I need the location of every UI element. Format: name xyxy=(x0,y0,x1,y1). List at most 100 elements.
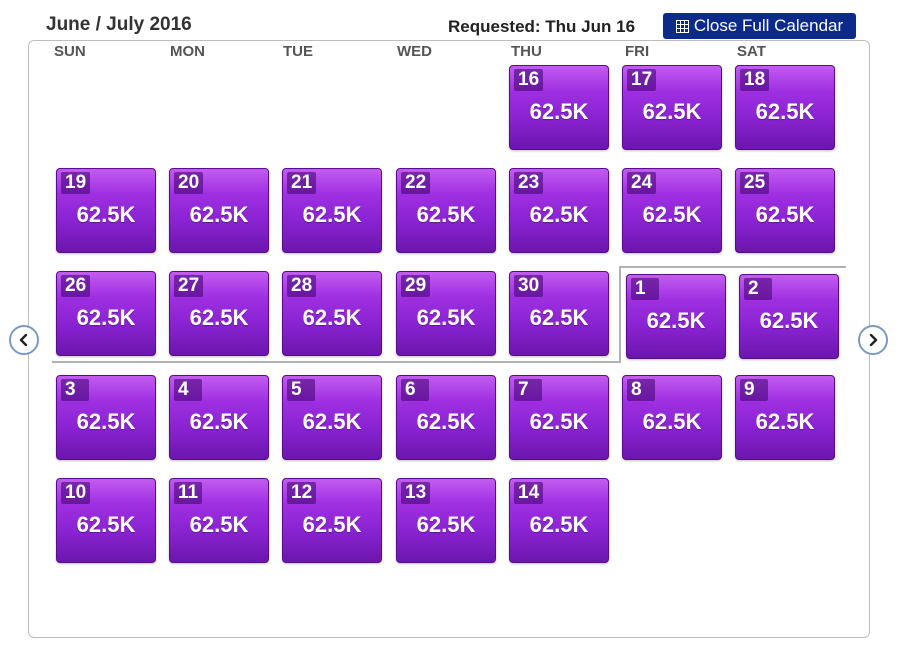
weekday-fri: FRI xyxy=(625,43,650,60)
day-price: 62.5K xyxy=(646,308,706,333)
calendar-icon xyxy=(675,19,689,33)
day-number: 12 xyxy=(287,482,317,504)
day-number: 8 xyxy=(627,379,655,401)
day-price: 62.5K xyxy=(642,99,702,124)
month-divider-vertical xyxy=(619,266,621,363)
day-number: 13 xyxy=(401,482,431,504)
weekday-mon: MON xyxy=(170,43,205,60)
day-price: 62.5K xyxy=(529,305,589,330)
day-cell[interactable]: 2 62.5K xyxy=(739,274,839,359)
day-cell[interactable]: 18 62.5K xyxy=(735,65,835,150)
day-cell[interactable]: 25 62.5K xyxy=(735,168,835,253)
day-number: 20 xyxy=(174,172,204,194)
day-price: 62.5K xyxy=(76,305,136,330)
day-cell[interactable]: 23 62.5K xyxy=(509,168,609,253)
day-cell[interactable]: 28 62.5K xyxy=(282,271,382,356)
day-price: 62.5K xyxy=(529,202,589,227)
day-price: 62.5K xyxy=(759,308,819,333)
day-cell[interactable]: 3 62.5K xyxy=(56,375,156,460)
day-cell[interactable]: 8 62.5K xyxy=(622,375,722,460)
day-price: 62.5K xyxy=(302,512,362,537)
next-month-button[interactable] xyxy=(858,325,888,355)
day-cell[interactable]: 30 62.5K xyxy=(509,271,609,356)
day-number: 22 xyxy=(401,172,431,194)
day-price: 62.5K xyxy=(76,409,136,434)
day-price: 62.5K xyxy=(302,409,362,434)
day-price: 62.5K xyxy=(416,305,476,330)
day-number: 10 xyxy=(61,482,91,504)
requested-date: Requested: Thu Jun 16 xyxy=(448,17,636,36)
day-number: 2 xyxy=(744,278,772,300)
day-cell[interactable]: 26 62.5K xyxy=(56,271,156,356)
day-cell[interactable]: 14 62.5K xyxy=(509,478,609,563)
day-price: 62.5K xyxy=(189,305,249,330)
day-number: 26 xyxy=(61,275,91,297)
day-price: 62.5K xyxy=(302,305,362,330)
day-price: 62.5K xyxy=(642,409,702,434)
day-cell[interactable]: 6 62.5K xyxy=(396,375,496,460)
day-cell[interactable]: 4 62.5K xyxy=(169,375,269,460)
day-price: 62.5K xyxy=(189,202,249,227)
day-number: 28 xyxy=(287,275,317,297)
month-divider-top xyxy=(619,266,846,268)
day-number: 19 xyxy=(61,172,91,194)
previous-month-button[interactable] xyxy=(9,325,39,355)
day-cell[interactable]: 5 62.5K xyxy=(282,375,382,460)
day-cell[interactable]: 20 62.5K xyxy=(169,168,269,253)
day-cell[interactable]: 16 62.5K xyxy=(509,65,609,150)
chevron-right-icon xyxy=(869,334,878,346)
weekday-header: SUN MON TUE WED THU FRI SAT xyxy=(0,0,900,60)
day-number: 17 xyxy=(627,69,657,91)
day-cell[interactable]: 9 62.5K xyxy=(735,375,835,460)
day-number: 16 xyxy=(514,69,544,91)
day-price: 62.5K xyxy=(529,512,589,537)
weekday-wed: WED xyxy=(397,43,432,60)
close-full-calendar-button[interactable]: Close Full Calendar xyxy=(663,13,856,39)
weekday-tue: TUE xyxy=(283,43,313,60)
day-cell[interactable]: 10 62.5K xyxy=(56,478,156,563)
day-number: 21 xyxy=(287,172,317,194)
day-cell[interactable]: 17 62.5K xyxy=(622,65,722,150)
day-number: 7 xyxy=(514,379,542,401)
day-price: 62.5K xyxy=(76,202,136,227)
day-cell[interactable]: 24 62.5K xyxy=(622,168,722,253)
day-price: 62.5K xyxy=(189,512,249,537)
day-number: 27 xyxy=(174,275,204,297)
day-number: 24 xyxy=(627,172,657,194)
day-cell[interactable]: 27 62.5K xyxy=(169,271,269,356)
close-full-calendar-label: Close Full Calendar xyxy=(693,16,844,35)
day-cell[interactable]: 11 62.5K xyxy=(169,478,269,563)
day-price: 62.5K xyxy=(416,409,476,434)
day-price: 62.5K xyxy=(529,409,589,434)
calendar-title: June / July 2016 xyxy=(46,14,192,35)
day-number: 23 xyxy=(514,172,544,194)
day-cell[interactable]: 21 62.5K xyxy=(282,168,382,253)
day-price: 62.5K xyxy=(416,202,476,227)
day-price: 62.5K xyxy=(642,202,702,227)
day-price: 62.5K xyxy=(755,202,815,227)
day-number: 9 xyxy=(740,379,768,401)
day-cell[interactable]: 29 62.5K xyxy=(396,271,496,356)
day-number: 29 xyxy=(401,275,431,297)
day-number: 11 xyxy=(174,482,203,504)
weekday-sun: SUN xyxy=(54,43,86,60)
weekday-sat: SAT xyxy=(737,43,766,60)
day-cell[interactable]: 12 62.5K xyxy=(282,478,382,563)
day-cell[interactable]: 22 62.5K xyxy=(396,168,496,253)
month-divider-bottom xyxy=(52,361,621,363)
day-cell[interactable]: 13 62.5K xyxy=(396,478,496,563)
day-price: 62.5K xyxy=(529,99,589,124)
day-cell[interactable]: 19 62.5K xyxy=(56,168,156,253)
day-number: 30 xyxy=(514,275,544,297)
day-number: 25 xyxy=(740,172,770,194)
day-number: 5 xyxy=(287,379,315,401)
weekday-thu: THU xyxy=(511,43,542,60)
day-number: 6 xyxy=(401,379,429,401)
day-number: 1 xyxy=(631,278,659,300)
day-price: 62.5K xyxy=(416,512,476,537)
day-price: 62.5K xyxy=(755,409,815,434)
day-cell[interactable]: 7 62.5K xyxy=(509,375,609,460)
day-price: 62.5K xyxy=(302,202,362,227)
day-price: 62.5K xyxy=(189,409,249,434)
day-cell[interactable]: 1 62.5K xyxy=(626,274,726,359)
